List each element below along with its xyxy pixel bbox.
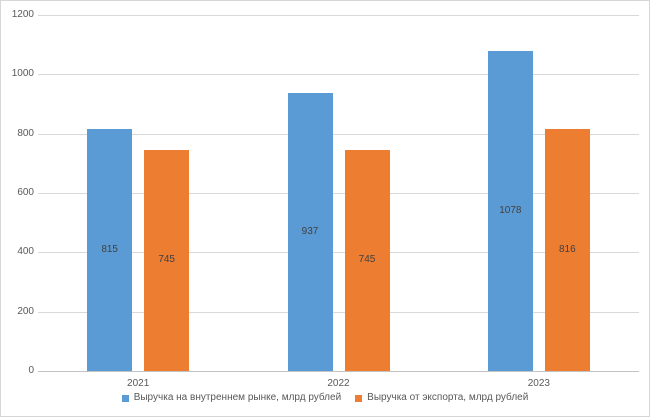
y-axis-tick-label: 400 — [17, 246, 34, 258]
bar-2021-series-0 — [87, 129, 133, 371]
legend-swatch-internal-market-icon — [121, 394, 129, 402]
bar-2022-series-1 — [344, 149, 390, 371]
data-label: 1078 — [499, 205, 522, 217]
data-label: 745 — [158, 254, 175, 266]
data-label: 816 — [558, 243, 576, 255]
data-label: 815 — [101, 244, 118, 256]
y-axis-tick-label: 1000 — [11, 68, 34, 80]
legend-label-internal-market: Выручка на внутреннем рынке, млрд рублей — [133, 392, 342, 403]
gridline — [38, 193, 639, 194]
x-axis-line — [38, 371, 639, 372]
y-axis-tick-label: 600 — [17, 187, 34, 198]
y-axis-tick-label: 200 — [17, 305, 34, 317]
data-label: 937 — [301, 226, 319, 237]
legend-swatch-export-icon — [355, 394, 363, 402]
y-axis-tick-label: 1200 — [11, 9, 34, 20]
x-axis-tick-label: 2022 — [327, 378, 350, 389]
gridline — [38, 15, 639, 16]
legend-label-export: Выручка от экспорта, млрд рублей — [367, 392, 529, 403]
bar-2021-series-1 — [144, 149, 190, 371]
legend: Выручка на внутреннем рынке, млрд рублей… — [1, 392, 649, 404]
x-axis-tick-label: 2021 — [127, 378, 150, 389]
gridline — [38, 311, 639, 313]
legend-item-export: Выручка от экспорта, млрд рублей — [355, 392, 528, 404]
bar-2023-series-0 — [487, 51, 533, 371]
bar-2022-series-0 — [287, 93, 333, 371]
legend-item-internal-market: Выручка на внутреннем рынке, млрд рублей — [121, 392, 342, 404]
y-axis-tick-label: 0 — [28, 365, 34, 376]
bar-2023-series-1 — [544, 128, 590, 371]
y-axis-tick-label: 800 — [17, 127, 34, 139]
x-axis-tick-label: 2023 — [527, 378, 550, 389]
gridline — [38, 133, 639, 135]
gridline — [38, 252, 639, 254]
gridline — [38, 74, 639, 76]
data-label: 745 — [358, 254, 376, 266]
